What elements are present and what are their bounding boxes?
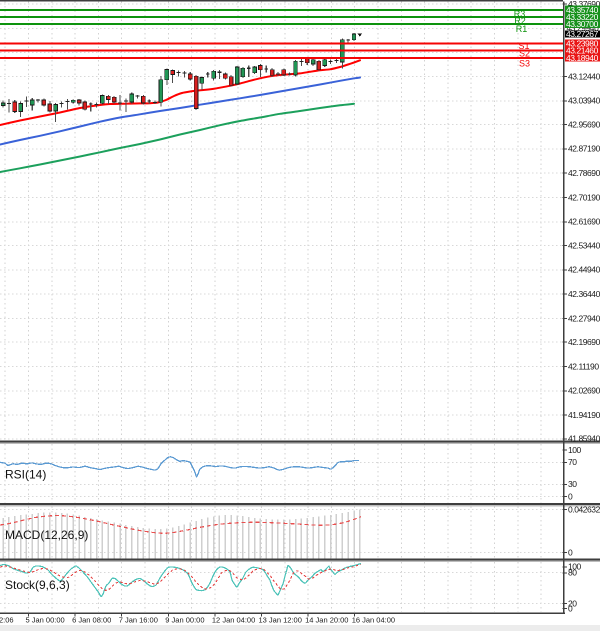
svg-text:5 Jan 00:00: 5 Jan 00:00 xyxy=(26,616,65,625)
svg-text:12 Jan 04:00: 12 Jan 04:00 xyxy=(212,616,255,625)
svg-text:43.12440: 43.12440 xyxy=(568,71,600,81)
svg-text:R2: R2 xyxy=(514,16,526,26)
svg-text:43.37690: 43.37690 xyxy=(568,0,600,9)
svg-text:42.27940: 42.27940 xyxy=(568,313,600,323)
svg-text:42.44940: 42.44940 xyxy=(568,265,600,275)
svg-text:MACD(12,26,9): MACD(12,26,9) xyxy=(5,528,88,542)
svg-text:0: 0 xyxy=(568,604,573,614)
svg-text:43.21460: 43.21460 xyxy=(566,46,599,56)
svg-text:42.11190: 42.11190 xyxy=(568,361,599,371)
svg-text:0: 0 xyxy=(568,547,573,557)
svg-text:S3: S3 xyxy=(519,59,530,69)
svg-text:0.042632: 0.042632 xyxy=(568,504,600,514)
svg-text:80: 80 xyxy=(568,568,577,578)
svg-text:42.19690: 42.19690 xyxy=(568,337,600,347)
svg-text:42.95690: 42.95690 xyxy=(568,119,600,129)
svg-text:R1: R1 xyxy=(516,24,528,34)
svg-text:S2: S2 xyxy=(519,49,530,59)
svg-text:16 Jan 04:00: 16 Jan 04:00 xyxy=(352,616,395,625)
svg-text:43.03940: 43.03940 xyxy=(568,96,600,106)
svg-text:13 Jan 12:00: 13 Jan 12:00 xyxy=(259,616,302,625)
svg-text:R3: R3 xyxy=(514,9,526,19)
svg-text:70: 70 xyxy=(568,457,577,467)
svg-text:2:06: 2:06 xyxy=(0,616,14,625)
svg-text:RSI(14): RSI(14) xyxy=(5,468,46,482)
svg-text:43.18940: 43.18940 xyxy=(566,53,599,63)
svg-text:100: 100 xyxy=(568,562,582,572)
svg-text:7 Jan 16:00: 7 Jan 16:00 xyxy=(119,616,158,625)
svg-text:42.78690: 42.78690 xyxy=(568,168,600,178)
svg-text:Stock(9,6,3): Stock(9,6,3) xyxy=(5,578,70,592)
svg-text:43.30700: 43.30700 xyxy=(566,19,599,29)
svg-text:43.35740: 43.35740 xyxy=(566,5,599,15)
svg-text:42.61690: 42.61690 xyxy=(568,217,600,227)
svg-text:41.94190: 41.94190 xyxy=(568,410,600,420)
svg-text:42.70190: 42.70190 xyxy=(568,192,600,202)
svg-text:42.36440: 42.36440 xyxy=(568,289,600,299)
svg-text:100: 100 xyxy=(568,445,582,455)
svg-text:43.29940: 43.29940 xyxy=(567,23,600,33)
svg-text:0: 0 xyxy=(568,491,573,501)
svg-text:S1: S1 xyxy=(518,41,529,51)
svg-text:43.27267: 43.27267 xyxy=(566,29,599,39)
svg-text:42.02690: 42.02690 xyxy=(568,386,600,396)
svg-text:42.53440: 42.53440 xyxy=(568,240,600,250)
svg-text:9 Jan 00:00: 9 Jan 00:00 xyxy=(165,616,204,625)
svg-text:20: 20 xyxy=(568,598,577,608)
svg-text:43.23980: 43.23980 xyxy=(566,38,599,48)
svg-text:14 Jan 20:00: 14 Jan 20:00 xyxy=(305,616,348,625)
svg-text:43.33220: 43.33220 xyxy=(566,12,599,22)
svg-text:42.87190: 42.87190 xyxy=(568,144,600,154)
svg-text:6 Jan 08:00: 6 Jan 08:00 xyxy=(72,616,111,625)
svg-text:30: 30 xyxy=(568,479,577,489)
svg-text:41.85940: 41.85940 xyxy=(568,434,600,444)
